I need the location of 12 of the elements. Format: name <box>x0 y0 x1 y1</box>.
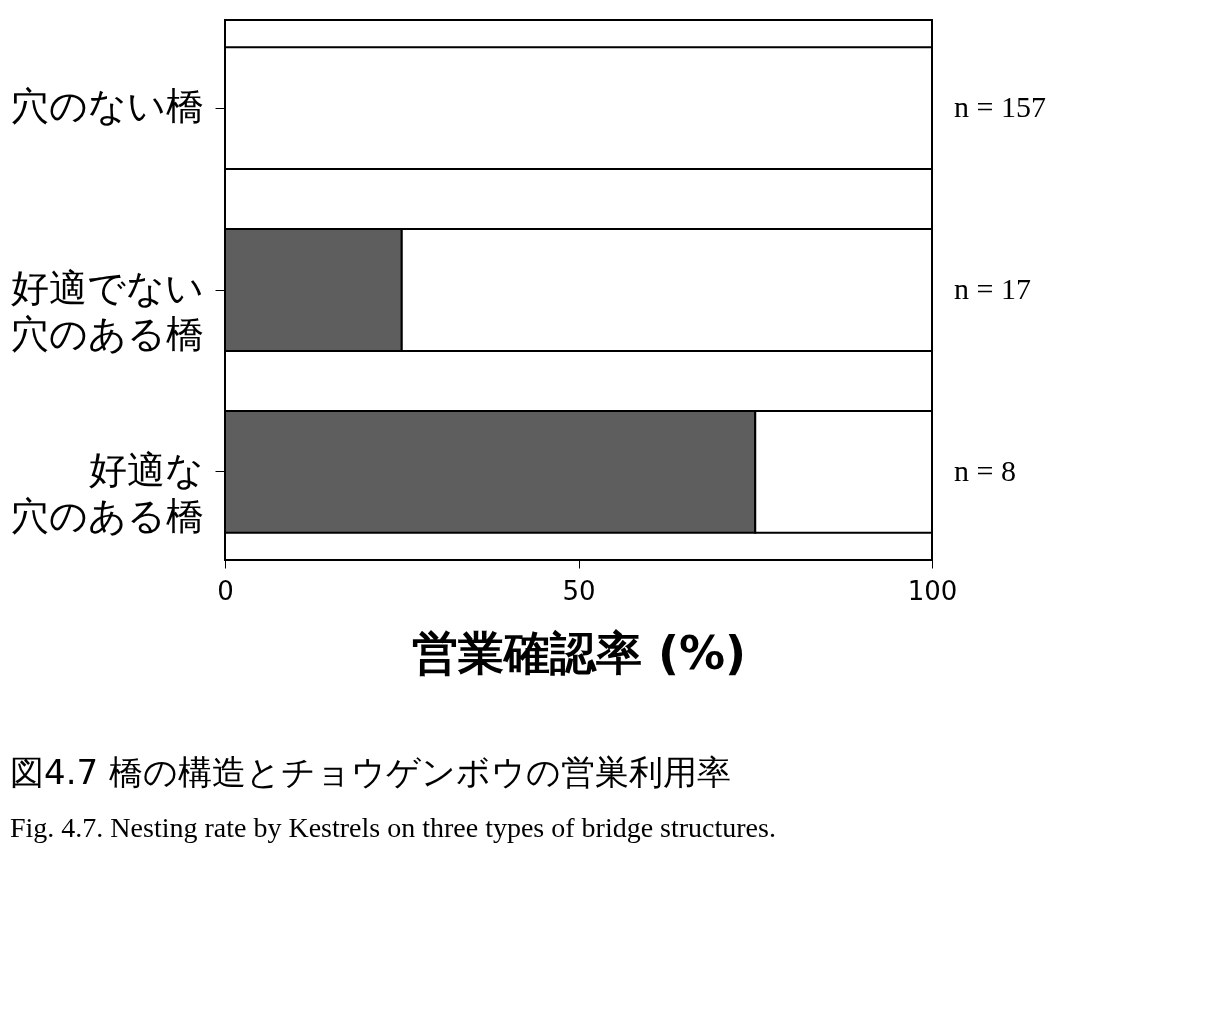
x-tick-label: 0 <box>217 575 234 606</box>
x-tick-label: 50 <box>562 575 596 606</box>
x-tick-label: 100 <box>907 575 958 606</box>
y-tick-label: 穴のない橋 <box>10 84 204 129</box>
text: n = 8 <box>954 453 1016 487</box>
text: n = 157 <box>954 90 1046 124</box>
text: n = 17 <box>954 272 1031 305</box>
text: 図4.7 橋の構造とチョウゲンボウの営巣利用率 <box>10 752 731 792</box>
y-tick-label: 好適でない穴のある橋 <box>10 266 204 356</box>
x-axis-title: 営業確認率 (%) <box>411 625 747 680</box>
y-tick-label: 好適な穴のある橋 <box>10 447 204 538</box>
text: Fig. 4.7. Nesting rate by Kestrels on three types of bridge structures. <box>10 812 776 843</box>
